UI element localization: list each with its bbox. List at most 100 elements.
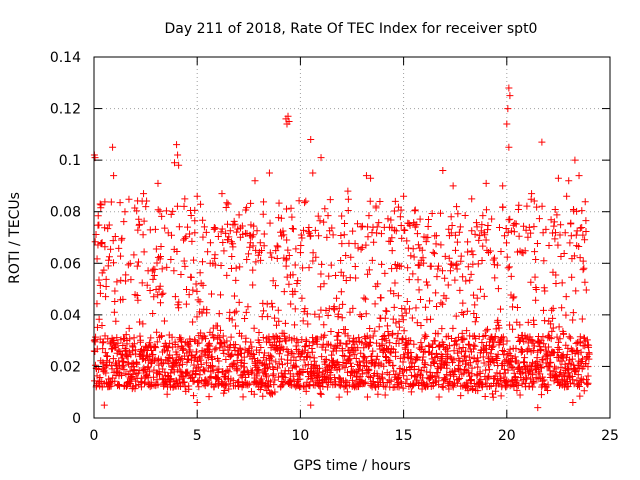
data-point [138, 279, 146, 287]
data-point [299, 264, 307, 272]
data-point [255, 339, 263, 347]
data-point [503, 337, 511, 345]
data-point [373, 223, 381, 231]
data-point [205, 348, 213, 356]
data-point [405, 276, 413, 284]
data-point [194, 357, 202, 365]
data-point [206, 374, 214, 382]
data-point [212, 344, 220, 352]
data-point [564, 364, 572, 372]
data-point [434, 265, 442, 273]
data-point [288, 213, 296, 221]
data-point [214, 369, 222, 377]
data-point [118, 371, 126, 379]
data-point [93, 300, 101, 308]
data-point [424, 223, 432, 231]
data-point [433, 303, 441, 311]
data-point [424, 233, 432, 241]
data-point [285, 367, 293, 375]
data-point [532, 296, 540, 304]
data-point [268, 303, 276, 311]
data-point [475, 236, 483, 244]
data-point [551, 206, 559, 214]
data-point [571, 366, 579, 374]
data-point [548, 327, 556, 335]
data-point [270, 370, 278, 378]
data-point [322, 346, 330, 354]
data-point [358, 222, 366, 230]
data-point [509, 325, 517, 333]
data-point [320, 321, 328, 329]
data-point [111, 287, 119, 295]
data-point [96, 200, 104, 208]
x-tick-label: 15 [395, 428, 413, 444]
data-point [499, 333, 507, 341]
data-point [445, 385, 453, 393]
data-point [409, 270, 417, 278]
data-point [133, 262, 141, 270]
data-point [271, 388, 279, 396]
data-point [494, 285, 502, 293]
data-point [215, 365, 223, 373]
data-point [97, 201, 105, 209]
data-point [168, 333, 176, 341]
data-point [411, 206, 419, 214]
data-point [497, 375, 505, 383]
data-point [524, 233, 532, 241]
data-point [425, 216, 433, 224]
data-point [337, 232, 345, 240]
data-point [410, 253, 418, 261]
data-point [269, 277, 277, 285]
data-point [454, 376, 462, 384]
data-point [298, 294, 306, 302]
y-axis-label: ROTI / TECUs [7, 192, 23, 284]
data-point [257, 256, 265, 264]
data-point [392, 227, 400, 235]
data-point [406, 355, 414, 363]
data-point [414, 241, 422, 249]
data-point [144, 363, 152, 371]
data-point [183, 285, 191, 293]
data-point [351, 262, 359, 270]
data-point [561, 229, 569, 237]
data-point [389, 384, 397, 392]
data-point [552, 280, 560, 288]
data-point [481, 345, 489, 353]
data-point [177, 334, 185, 342]
data-point [163, 347, 171, 355]
data-point [365, 373, 373, 381]
data-point [460, 310, 468, 318]
data-point [191, 217, 199, 225]
data-point [368, 256, 376, 264]
data-point [231, 309, 239, 317]
data-point [584, 379, 592, 387]
data-point [490, 261, 498, 269]
data-point [175, 353, 183, 361]
data-point [341, 326, 349, 334]
data-point [181, 234, 189, 242]
data-point [265, 169, 273, 177]
data-point [563, 377, 571, 385]
data-point [373, 352, 381, 360]
data-point [390, 303, 398, 311]
data-point [271, 282, 279, 290]
data-point [350, 351, 358, 359]
data-point [188, 373, 196, 381]
data-point [204, 248, 212, 256]
data-point [314, 373, 322, 381]
data-point [579, 257, 587, 265]
data-point [232, 276, 240, 284]
data-point [413, 355, 421, 363]
data-point [274, 243, 282, 251]
data-point [174, 343, 182, 351]
data-point [227, 333, 235, 341]
data-point [461, 352, 469, 360]
data-point [360, 353, 368, 361]
data-point [342, 377, 350, 385]
data-point [467, 376, 475, 384]
data-point [146, 383, 154, 391]
data-point [557, 363, 565, 371]
data-point [449, 182, 457, 190]
data-point [273, 344, 281, 352]
data-point [298, 234, 306, 242]
